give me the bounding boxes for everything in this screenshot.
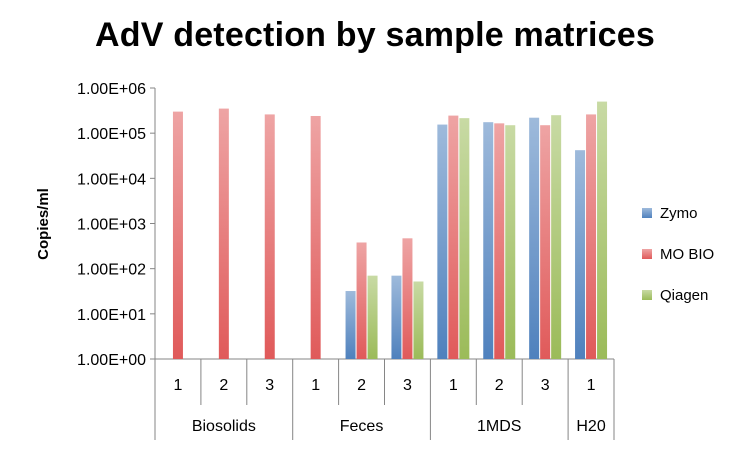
bar-qiagen [551, 115, 562, 359]
bar-mo-bio [540, 125, 551, 359]
bar-mo-bio [356, 242, 367, 359]
bar-mo-bio [310, 115, 321, 359]
y-tick-label: 1.00E+02 [77, 262, 146, 279]
bar-zymo [575, 150, 586, 359]
x-tick-label: 1 [311, 377, 320, 394]
legend-swatch [642, 249, 652, 259]
y-tick-label: 1.00E+01 [77, 307, 146, 324]
x-tick-label: 2 [219, 377, 228, 394]
axes [150, 87, 615, 440]
group-label: Biosolids [192, 418, 256, 435]
x-tick-label: 2 [495, 377, 504, 394]
bar-qiagen [413, 281, 424, 359]
legend-swatch [642, 208, 652, 218]
bar-zymo [529, 117, 540, 359]
x-tick-label: 3 [265, 377, 274, 394]
bar-mo-bio [494, 123, 505, 359]
x-tick-label: 1 [587, 377, 596, 394]
bar-mo-bio [448, 115, 459, 360]
chart-title: AdV detection by sample matrices [94, 16, 656, 54]
y-tick-label: 1.00E+00 [77, 352, 146, 369]
bar-mo-bio [264, 114, 275, 359]
x-tick-label: 3 [403, 377, 412, 394]
legend-swatch [642, 290, 652, 300]
bar-mo-bio [172, 111, 183, 359]
bar-zymo [345, 291, 356, 359]
y-axis-title: Copies/ml [35, 188, 52, 260]
bar-qiagen [597, 101, 608, 359]
group-label: 1MDS [477, 418, 521, 435]
legend-label: MO BIO [660, 245, 715, 263]
bar-qiagen [367, 275, 378, 359]
group-label: Feces [340, 418, 384, 435]
legend: Zymo MO BIO Qiagen [642, 203, 714, 326]
legend-label: Qiagen [660, 286, 709, 304]
x-tick-label: 1 [173, 377, 182, 394]
bars [172, 101, 608, 360]
bar-zymo [483, 122, 494, 359]
legend-item: Qiagen [642, 285, 714, 305]
group-label: H20 [576, 418, 605, 435]
y-tick-label: 1.00E+05 [77, 126, 146, 143]
bar-mo-bio [402, 238, 413, 359]
x-tick-label: 3 [541, 377, 550, 394]
bar-mo-bio [218, 108, 229, 359]
bar-zymo [437, 124, 448, 360]
y-tick-label: 1.00E+06 [77, 81, 146, 98]
bar-mo-bio [586, 114, 597, 359]
x-tick-label: 2 [357, 377, 366, 394]
bar-qiagen [505, 125, 516, 359]
legend-item: MO BIO [642, 244, 714, 264]
legend-item: Zymo [642, 203, 714, 223]
y-tick-label: 1.00E+03 [77, 217, 146, 234]
y-tick-label: 1.00E+04 [77, 171, 146, 188]
x-tick-label: 1 [449, 377, 458, 394]
legend-label: Zymo [660, 204, 698, 222]
bar-zymo [391, 275, 402, 359]
bar-qiagen [459, 118, 470, 360]
labels: 1.00E+00 1.00E+01 1.00E+02 1.00E+03 1.00E+04… [35, 81, 606, 435]
